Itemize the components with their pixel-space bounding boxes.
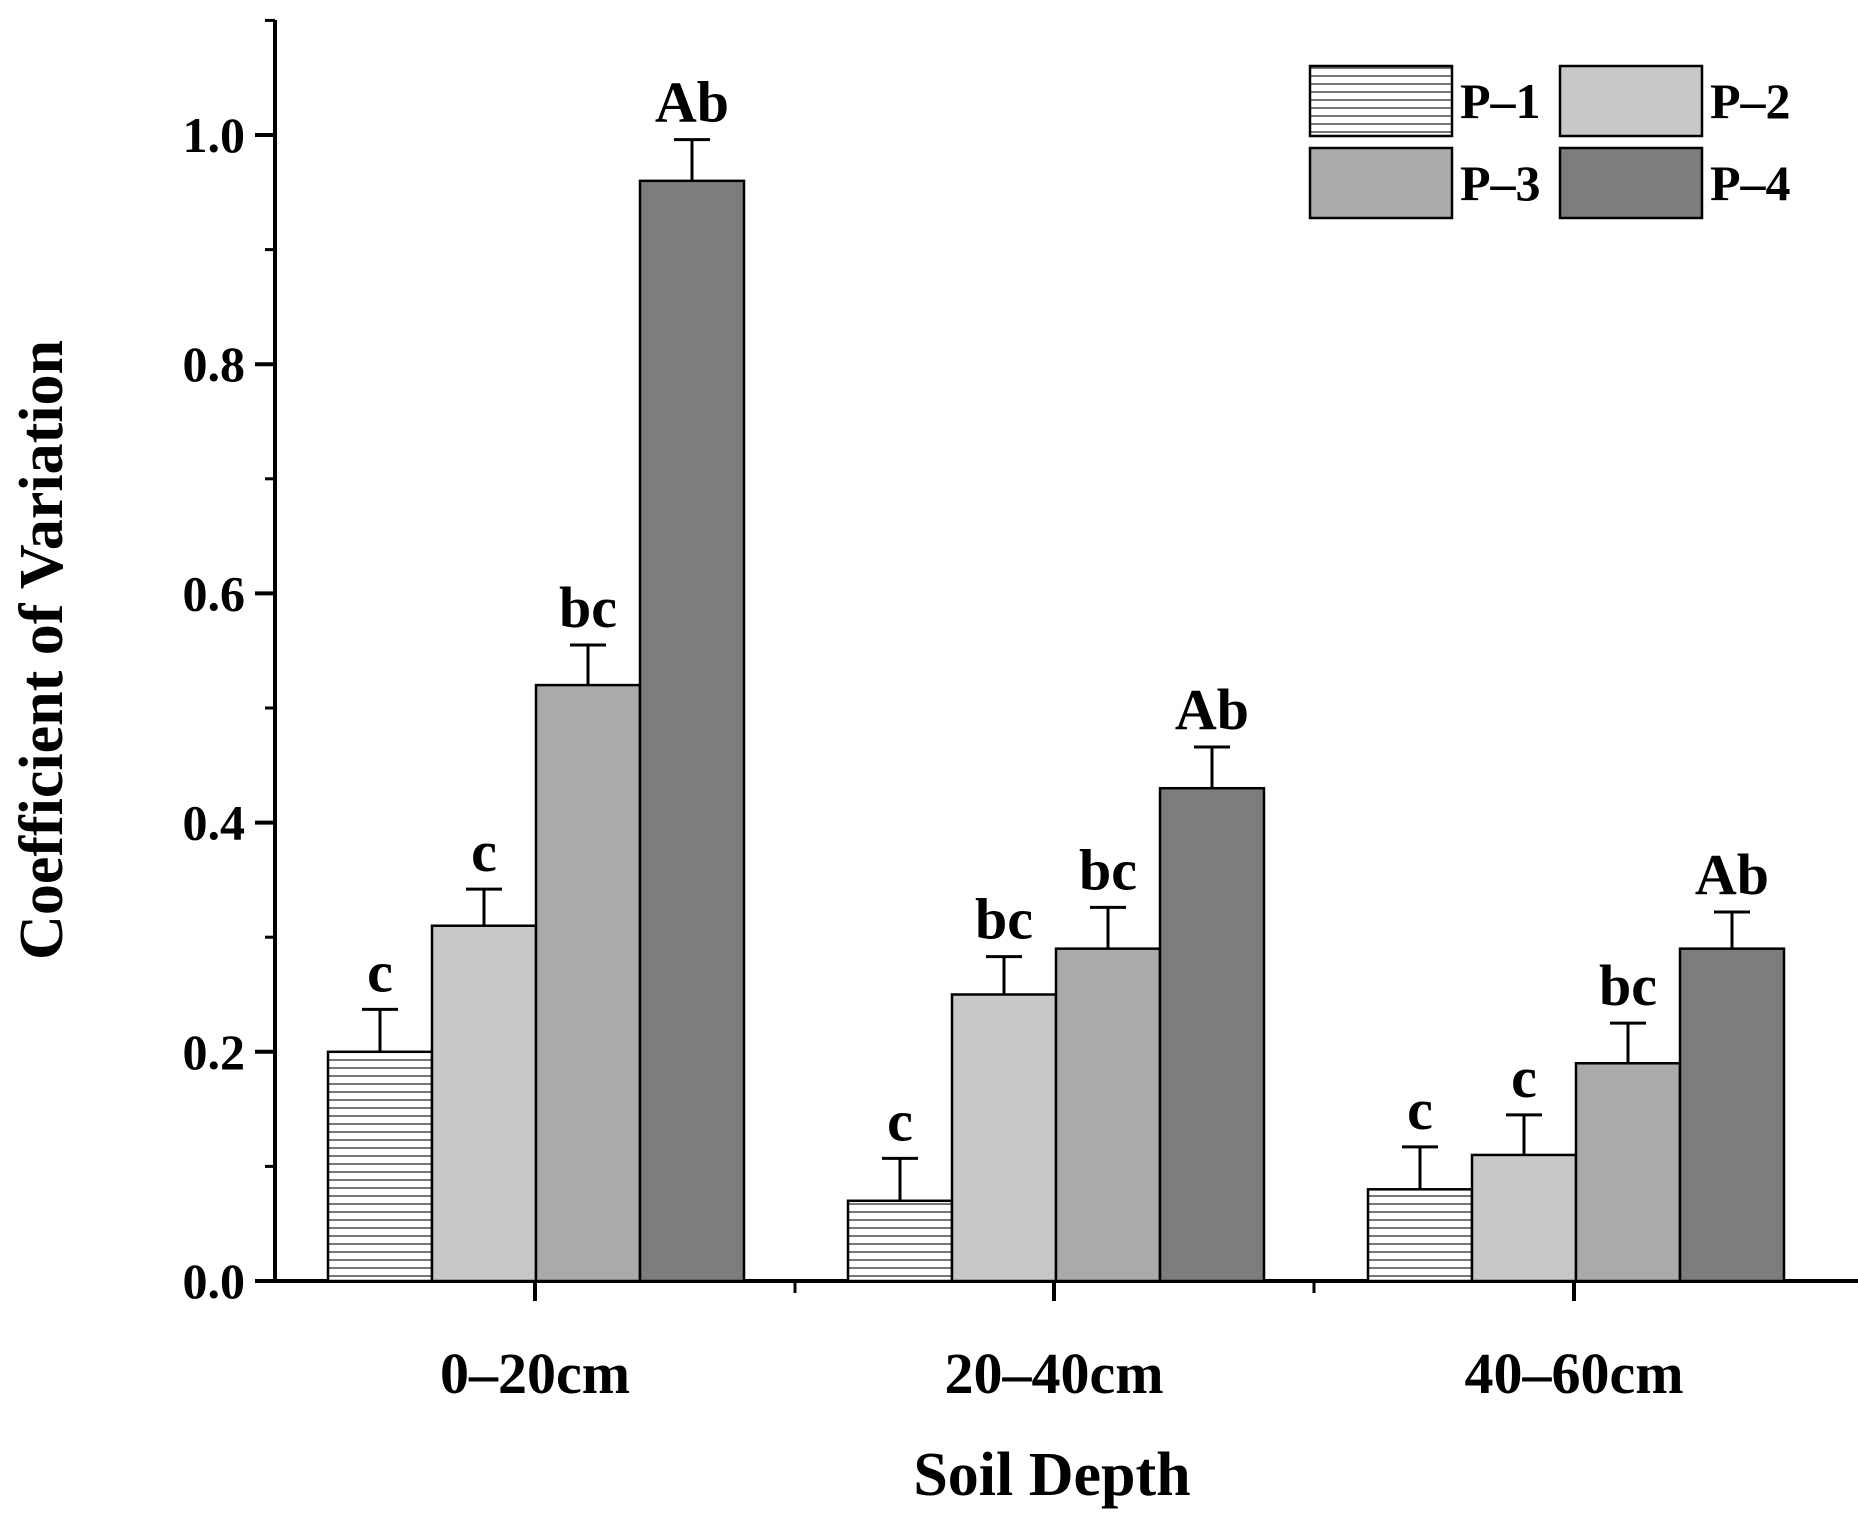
bar	[950, 993, 1058, 1283]
significance-label: c	[367, 939, 393, 1004]
legend-swatch	[1558, 146, 1704, 220]
legend-label: P–3	[1460, 155, 1541, 211]
significance-label: bc	[559, 575, 617, 640]
legend-swatch	[1308, 64, 1454, 138]
significance-label: Ab	[655, 70, 729, 135]
legend-swatch	[1558, 64, 1704, 138]
y-axis-title: Coefficient of Variation	[8, 340, 76, 960]
x-category-label: 0–20cm	[440, 1341, 630, 1406]
bar	[638, 179, 746, 1283]
y-tick-label: 1.0	[183, 107, 246, 163]
legend-label: P–2	[1710, 73, 1791, 129]
y-tick-label: 0.6	[183, 565, 246, 621]
bar	[846, 1199, 954, 1283]
significance-label: c	[887, 1088, 913, 1153]
x-category-label: 20–40cm	[944, 1341, 1163, 1406]
y-tick-label: 0.4	[183, 795, 246, 851]
bar	[534, 683, 642, 1283]
significance-label: c	[1407, 1077, 1433, 1142]
legend-swatch	[1308, 146, 1454, 220]
significance-label: Ab	[1695, 842, 1769, 907]
y-tick-label: 0.2	[183, 1024, 246, 1080]
x-axis-title: Soil Depth	[913, 1441, 1190, 1509]
bar	[1158, 786, 1266, 1283]
bar	[1678, 947, 1786, 1283]
significance-label: c	[1511, 1045, 1537, 1110]
significance-label: bc	[975, 887, 1033, 952]
y-tick-label: 0.8	[183, 336, 246, 392]
bar	[1470, 1153, 1578, 1283]
significance-label: c	[471, 819, 497, 884]
significance-label: bc	[1079, 837, 1137, 902]
bar	[430, 924, 538, 1283]
significance-label: Ab	[1175, 677, 1249, 742]
significance-label: bc	[1599, 953, 1657, 1018]
x-category-label: 40–60cm	[1464, 1341, 1683, 1406]
bar	[1054, 947, 1162, 1283]
y-tick-label: 0.0	[183, 1253, 246, 1309]
bar	[1366, 1188, 1474, 1283]
plot-area: 0.0 0.2 0.4 0.6 0.8 1.0 0–20cm 20–40cm 40–60cm c c…	[183, 18, 1858, 1406]
bar	[326, 1050, 434, 1283]
bar	[1574, 1062, 1682, 1283]
legend-label: P–1	[1460, 73, 1541, 129]
legend-label: P–4	[1710, 155, 1791, 211]
